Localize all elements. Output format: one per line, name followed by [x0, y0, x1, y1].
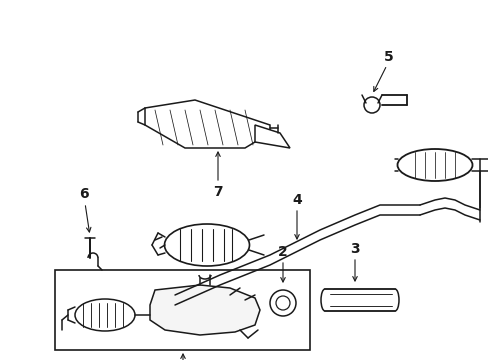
Bar: [55, 270, 309, 350]
Ellipse shape: [75, 299, 135, 331]
Circle shape: [363, 97, 379, 113]
Text: 4: 4: [291, 193, 301, 207]
Polygon shape: [254, 125, 289, 148]
Polygon shape: [145, 100, 269, 148]
Ellipse shape: [397, 149, 471, 181]
Circle shape: [269, 290, 295, 316]
Text: 2: 2: [278, 245, 287, 259]
Polygon shape: [150, 285, 260, 335]
Ellipse shape: [164, 224, 249, 266]
Circle shape: [275, 296, 289, 310]
Text: 7: 7: [213, 185, 223, 199]
Text: 3: 3: [349, 242, 359, 256]
Text: 5: 5: [384, 50, 393, 64]
Text: 6: 6: [79, 187, 89, 201]
